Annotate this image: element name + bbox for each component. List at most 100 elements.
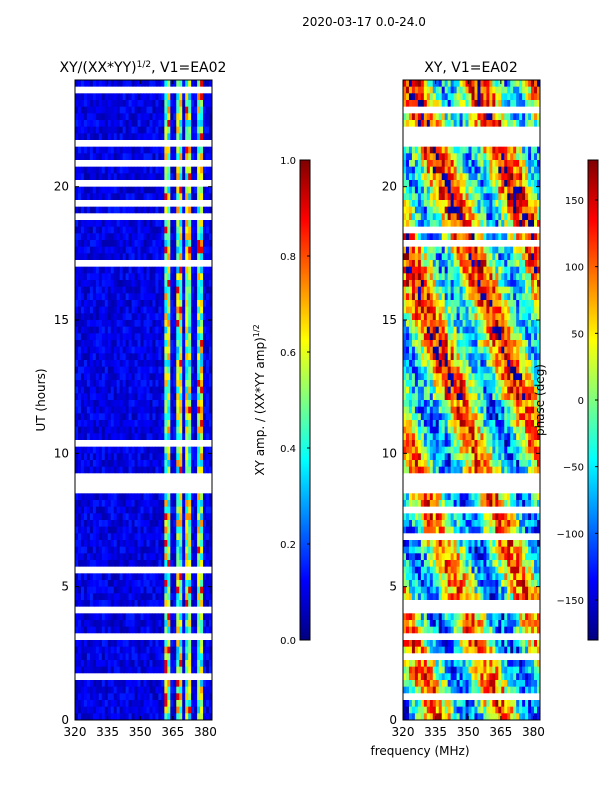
heatmap-cell: [104, 266, 109, 274]
heatmap-cell: [170, 473, 174, 481]
heatmap-cell: [75, 273, 79, 281]
heatmap-cell: [200, 140, 204, 148]
heatmap-cell: [125, 433, 130, 441]
heatmap-cell: [197, 433, 201, 441]
heatmap-cell: [468, 80, 472, 88]
heatmap-cell: [77, 280, 82, 288]
heatmap-cell: [75, 613, 79, 621]
heatmap-cell: [77, 160, 82, 168]
phase-heatmap-cells: [403, 80, 541, 721]
heatmap-cell: [137, 346, 141, 354]
heatmap-cell: [134, 286, 138, 294]
heatmap-cell: [155, 326, 159, 334]
heatmap-cell: [128, 393, 132, 401]
heatmap-cell: [191, 346, 195, 354]
heatmap-cell: [441, 153, 446, 161]
heatmap-cell: [107, 493, 112, 501]
heatmap-cell: [155, 546, 159, 554]
heatmap-cell: [179, 233, 183, 241]
heatmap-cell: [167, 393, 171, 401]
heatmap-cell: [200, 566, 204, 574]
heatmap-cell: [98, 606, 103, 614]
heatmap-cell: [77, 573, 82, 581]
amplitude-colorbar-label-exp: 1/2: [252, 324, 261, 337]
heatmap-cell: [116, 713, 121, 721]
heatmap-cell: [188, 693, 192, 701]
heatmap-cell: [128, 446, 132, 454]
heatmap-cell: [164, 453, 168, 461]
heatmap-cell: [155, 426, 159, 434]
heatmap-cell: [179, 520, 183, 528]
heatmap-cell: [176, 466, 180, 474]
heatmap-cell: [170, 213, 174, 221]
heatmap-cell: [116, 180, 121, 188]
heatmap-cell: [95, 586, 100, 594]
heatmap-cell: [134, 553, 138, 561]
heatmap-cell: [534, 126, 538, 134]
heatmap-cell: [176, 546, 180, 554]
heatmap-cell: [116, 646, 121, 654]
heatmap-cell: [125, 566, 130, 574]
heatmap-cell: [101, 220, 106, 228]
heatmap-cell: [143, 686, 147, 694]
heatmap-cell: [197, 93, 201, 101]
heatmap-cell: [155, 680, 159, 688]
heatmap-cell: [80, 580, 85, 588]
heatmap-cell: [101, 700, 106, 708]
heatmap-cell: [444, 146, 449, 154]
heatmap-cell: [122, 360, 127, 368]
heatmap-cell: [113, 446, 118, 454]
heatmap-cell: [161, 546, 165, 554]
heatmap-cell: [128, 280, 132, 288]
heatmap-cell: [188, 406, 192, 414]
heatmap-cell: [453, 80, 458, 88]
heatmap-cell: [86, 146, 91, 154]
heatmap-cell: [152, 640, 156, 648]
heatmap-cell: [131, 253, 135, 261]
heatmap-cell: [134, 566, 138, 574]
heatmap-cell: [149, 133, 153, 141]
heatmap-cell: [173, 673, 177, 681]
heatmap-cell: [185, 286, 189, 294]
heatmap-cell: [453, 106, 458, 114]
heatmap-cell: [86, 260, 91, 268]
heatmap-cell: [143, 480, 147, 488]
heatmap-cell: [83, 286, 88, 294]
heatmap-cell: [104, 706, 109, 714]
heatmap-cell: [98, 426, 103, 434]
heatmap-cell: [179, 266, 183, 274]
heatmap-cell: [155, 206, 159, 214]
heatmap-cell: [110, 486, 115, 494]
heatmap-cell: [173, 360, 177, 368]
heatmap-cell: [188, 200, 192, 208]
heatmap-cell: [414, 146, 419, 154]
heatmap-cell: [167, 133, 171, 141]
heatmap-cell: [191, 206, 195, 214]
heatmap-cell: [161, 80, 165, 88]
heatmap-cell: [176, 400, 180, 408]
heatmap-cell: [146, 253, 150, 261]
heatmap-cell: [134, 253, 138, 261]
heatmap-cell: [128, 286, 132, 294]
heatmap-cell: [116, 320, 121, 328]
heatmap-cell: [170, 340, 174, 348]
heatmap-cell: [113, 320, 118, 328]
heatmap-cell: [194, 80, 198, 88]
heatmap-cell: [134, 540, 138, 548]
heatmap-cell: [164, 313, 168, 321]
heatmap-cell: [188, 546, 192, 554]
heatmap-cell: [203, 260, 207, 268]
heatmap-cell: [125, 666, 130, 674]
heatmap-cell: [438, 133, 443, 141]
heatmap-cell: [146, 260, 150, 268]
heatmap-cell: [164, 500, 168, 508]
heatmap-cell: [510, 86, 514, 94]
heatmap-cell: [173, 553, 177, 561]
heatmap-cell: [450, 146, 455, 154]
heatmap-cell: [125, 493, 130, 501]
heatmap-cell: [158, 693, 162, 701]
heatmap-cell: [140, 306, 144, 314]
heatmap-cell: [125, 533, 130, 541]
heatmap-cell: [191, 713, 195, 721]
heatmap-cell: [104, 286, 109, 294]
